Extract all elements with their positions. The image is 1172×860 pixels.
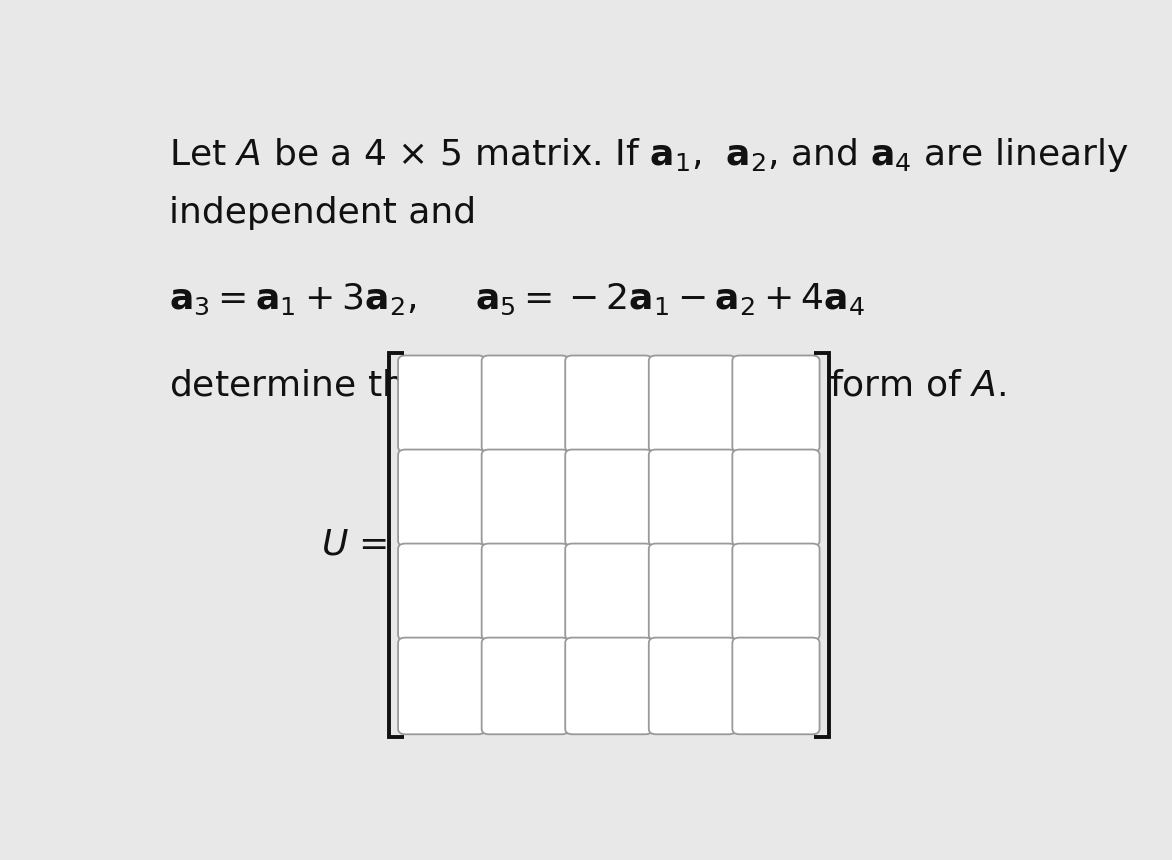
FancyBboxPatch shape	[482, 544, 568, 640]
FancyBboxPatch shape	[398, 637, 485, 734]
Text: $\mathbf{a}_3 = \mathbf{a}_1 + 3\mathbf{a}_2$,     $\mathbf{a}_5 = -2\mathbf{a}_: $\mathbf{a}_3 = \mathbf{a}_1 + 3\mathbf{…	[169, 282, 865, 317]
Text: independent and: independent and	[169, 196, 476, 230]
FancyBboxPatch shape	[732, 450, 819, 546]
FancyBboxPatch shape	[398, 544, 485, 640]
FancyBboxPatch shape	[649, 544, 736, 640]
FancyBboxPatch shape	[398, 355, 485, 452]
Text: determine the reduced row echelon form of $\mathit{A}$.: determine the reduced row echelon form o…	[169, 368, 1007, 402]
FancyBboxPatch shape	[649, 637, 736, 734]
FancyBboxPatch shape	[565, 544, 653, 640]
FancyBboxPatch shape	[732, 355, 819, 452]
FancyBboxPatch shape	[565, 637, 653, 734]
Text: $\mathit{U}$ =: $\mathit{U}$ =	[321, 528, 387, 562]
FancyBboxPatch shape	[649, 450, 736, 546]
FancyBboxPatch shape	[565, 355, 653, 452]
FancyBboxPatch shape	[649, 355, 736, 452]
Bar	[398, 355, 819, 734]
FancyBboxPatch shape	[482, 637, 568, 734]
FancyBboxPatch shape	[398, 450, 485, 546]
Text: Let $\mathit{A}$ be a 4 $\times$ 5 matrix. If $\mathbf{a}_1$,  $\mathbf{a}_2$, a: Let $\mathit{A}$ be a 4 $\times$ 5 matri…	[169, 137, 1129, 175]
FancyBboxPatch shape	[482, 355, 568, 452]
FancyBboxPatch shape	[732, 544, 819, 640]
FancyBboxPatch shape	[482, 450, 568, 546]
FancyBboxPatch shape	[732, 637, 819, 734]
FancyBboxPatch shape	[565, 450, 653, 546]
